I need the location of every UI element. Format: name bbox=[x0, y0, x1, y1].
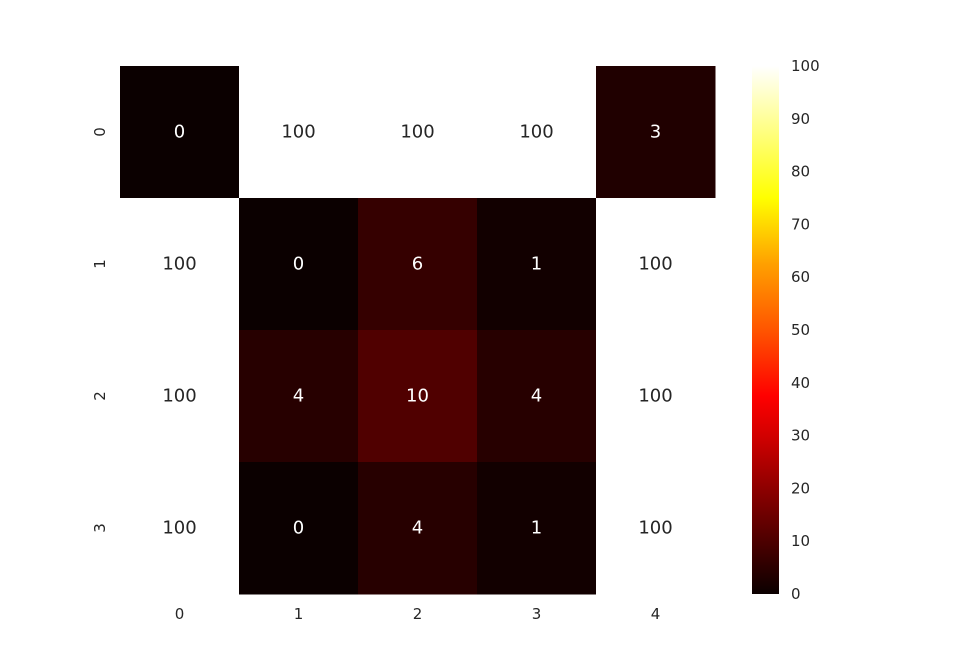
cell-annotation-r0-c1: 100 bbox=[281, 122, 315, 143]
cell-annotation-r0-c0: 0 bbox=[174, 122, 185, 143]
colorbar-tick-label-0: 0 bbox=[791, 585, 801, 603]
colorbar-tick-label-10: 100 bbox=[791, 57, 820, 75]
x-tick-label-4: 4 bbox=[651, 605, 661, 623]
heatmap-cell-r2-c0 bbox=[120, 330, 240, 463]
y-tick-label-0: 0 bbox=[91, 127, 109, 137]
heatmap-cell-r1-c4 bbox=[596, 198, 716, 331]
colorbar-gradient bbox=[752, 66, 779, 594]
heatmap-cell-r0-c2 bbox=[358, 66, 478, 199]
cell-annotation-r3-c0: 100 bbox=[162, 518, 196, 539]
y-tick-label-2: 2 bbox=[91, 391, 109, 401]
cell-annotation-r2-c1: 4 bbox=[293, 386, 304, 407]
cell-annotation-r2-c4: 100 bbox=[638, 386, 672, 407]
cell-annotation-r0-c4: 3 bbox=[650, 122, 661, 143]
cell-annotation-r1-c3: 1 bbox=[531, 254, 542, 275]
x-tick-label-0: 0 bbox=[175, 605, 185, 623]
cell-annotation-r2-c3: 4 bbox=[531, 386, 542, 407]
x-tick-labels: 0 1 2 3 4 bbox=[175, 605, 661, 623]
colorbar-tick-label-5: 50 bbox=[791, 321, 810, 339]
heatmap-cell-r0-c4 bbox=[596, 66, 716, 199]
cell-annotation-r0-c2: 100 bbox=[400, 122, 434, 143]
heatmap-cell-r2-c4 bbox=[596, 330, 716, 463]
heatmap-cell-r1-c0 bbox=[120, 198, 240, 331]
cell-annotation-r1-c0: 100 bbox=[162, 254, 196, 275]
y-tick-labels: 0 1 2 3 bbox=[91, 127, 109, 533]
x-tick-label-1: 1 bbox=[294, 605, 304, 623]
cell-annotations: 0 100 100 100 3 100 0 6 1 100 100 4 10 4 100 100 0 4 1 100 bbox=[162, 122, 672, 539]
colorbar-tick-label-1: 10 bbox=[791, 532, 810, 550]
x-tick-label-3: 3 bbox=[532, 605, 542, 623]
colorbar-tick-label-4: 40 bbox=[791, 374, 810, 392]
cell-annotation-r3-c3: 1 bbox=[531, 518, 542, 539]
heatmap-cell-r0-c0 bbox=[120, 66, 240, 199]
heatmap-cells bbox=[120, 66, 716, 595]
x-tick-label-2: 2 bbox=[413, 605, 423, 623]
y-tick-label-3: 3 bbox=[91, 523, 109, 533]
cell-annotation-r1-c4: 100 bbox=[638, 254, 672, 275]
heatmap-cell-r2-c1 bbox=[239, 330, 359, 463]
heatmap-cell-r1-c2 bbox=[358, 198, 478, 331]
heatmap-cell-r3-c0 bbox=[120, 462, 240, 595]
heatmap-cell-r0-c1 bbox=[239, 66, 359, 199]
heatmap-cell-r0-c3 bbox=[477, 66, 597, 199]
colorbar-tick-label-9: 90 bbox=[791, 110, 810, 128]
colorbar-tick-label-7: 70 bbox=[791, 215, 810, 233]
colorbar: 0 10 20 30 40 50 60 70 80 90 100 bbox=[752, 57, 820, 603]
cell-annotation-r3-c2: 4 bbox=[412, 518, 423, 539]
heatmap-cell-r2-c2 bbox=[358, 330, 478, 463]
heatmap-cell-r1-c1 bbox=[239, 198, 359, 331]
colorbar-tick-label-6: 60 bbox=[791, 268, 810, 286]
heatmap-cell-r3-c4 bbox=[596, 462, 716, 595]
heatmap-cell-r2-c3 bbox=[477, 330, 597, 463]
colorbar-tick-label-3: 30 bbox=[791, 427, 810, 445]
cell-annotation-r3-c4: 100 bbox=[638, 518, 672, 539]
heatmap-cell-r3-c3 bbox=[477, 462, 597, 595]
heatmap-cell-r3-c1 bbox=[239, 462, 359, 595]
cell-annotation-r1-c2: 6 bbox=[412, 254, 423, 275]
colorbar-tick-label-8: 80 bbox=[791, 163, 810, 181]
y-tick-label-1: 1 bbox=[91, 259, 109, 269]
heatmap-cell-r3-c2 bbox=[358, 462, 478, 595]
colorbar-tick-label-2: 20 bbox=[791, 479, 810, 497]
heatmap-cell-r1-c3 bbox=[477, 198, 597, 331]
cell-annotation-r0-c3: 100 bbox=[519, 122, 553, 143]
cell-annotation-r1-c1: 0 bbox=[293, 254, 304, 275]
cell-annotation-r2-c0: 100 bbox=[162, 386, 196, 407]
cell-annotation-r2-c2: 10 bbox=[406, 386, 429, 407]
cell-annotation-r3-c1: 0 bbox=[293, 518, 304, 539]
